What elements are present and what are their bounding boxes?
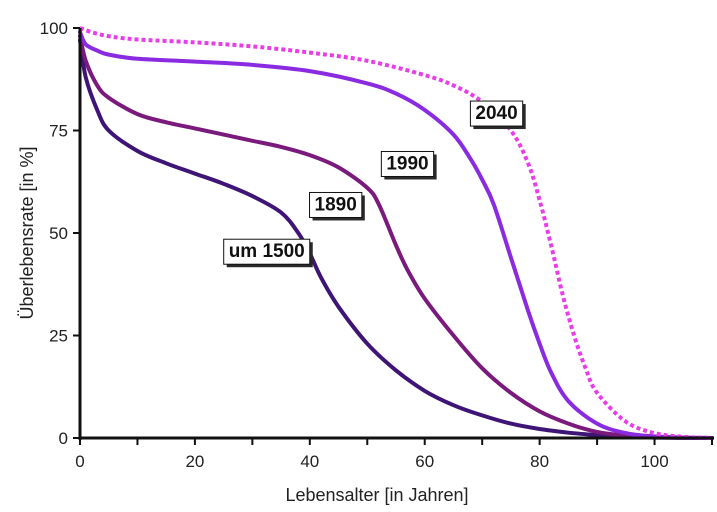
x-tick-label-0: 0 xyxy=(75,452,84,471)
series-lines xyxy=(78,26,714,440)
series-label-box-1 xyxy=(223,238,311,265)
y-tick-label-25: 25 xyxy=(49,327,68,346)
x-tick-label-100: 100 xyxy=(640,452,668,471)
series-label-3: 1990 xyxy=(380,150,437,180)
series-line-3 xyxy=(78,30,714,440)
x-axis-title: Lebensalter [in Jahren] xyxy=(285,485,468,505)
series-label-box-4 xyxy=(469,100,524,127)
series-label-4: 2040 xyxy=(469,100,526,130)
x-tick-label-20: 20 xyxy=(185,452,204,471)
series-label-box-2 xyxy=(309,191,363,218)
y-tick-label-100: 100 xyxy=(40,19,68,38)
series-labels: um 1500 1890 1990 2040 xyxy=(223,100,526,268)
y-tick-label-50: 50 xyxy=(49,224,68,243)
series-label-text-1: um 1500 xyxy=(229,241,305,262)
series-label-text-2: 1890 xyxy=(315,194,357,215)
y-axis-title: Überlebensrate [in %] xyxy=(17,146,37,319)
series-label-2: 1890 xyxy=(309,191,365,221)
series-label-text-4: 2040 xyxy=(475,103,517,124)
y-tick-label-0: 0 xyxy=(59,429,68,448)
series-line-4 xyxy=(79,26,713,440)
series-label-1: um 1500 xyxy=(223,238,313,268)
series-label-box-3 xyxy=(380,150,435,177)
series-label-text-3: 1990 xyxy=(386,153,428,174)
x-tick-label-40: 40 xyxy=(300,452,319,471)
x-tick-label-80: 80 xyxy=(530,452,549,471)
series-line-2 xyxy=(78,34,714,440)
x-tick-label-60: 60 xyxy=(415,452,434,471)
y-tick-label-75: 75 xyxy=(49,122,68,141)
series-line-1 xyxy=(78,38,714,440)
